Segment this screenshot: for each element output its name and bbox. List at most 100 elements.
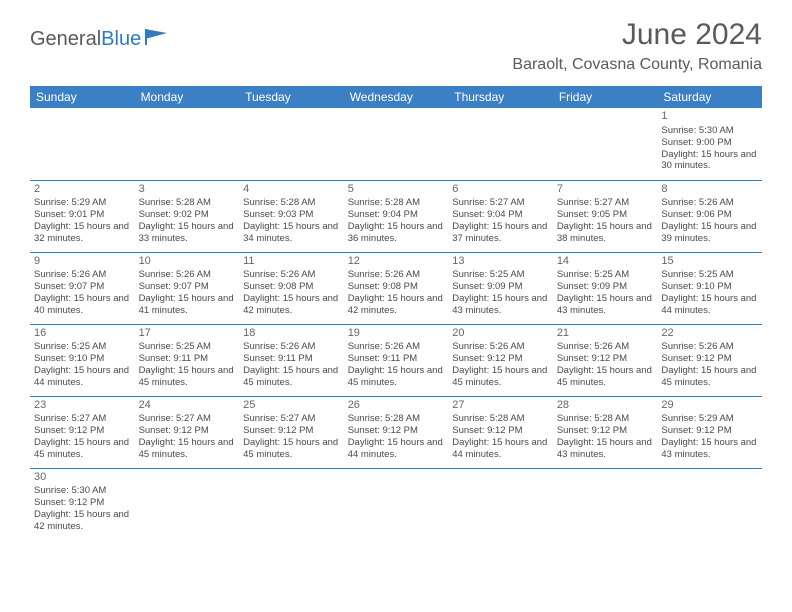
calendar-cell: 12Sunrise: 5:26 AMSunset: 9:08 PMDayligh… bbox=[344, 252, 449, 324]
calendar-cell: 19Sunrise: 5:26 AMSunset: 9:11 PMDayligh… bbox=[344, 324, 449, 396]
daylight-line: Daylight: 15 hours and 45 minutes. bbox=[557, 365, 654, 389]
day-number: 20 bbox=[452, 327, 549, 341]
daylight-line: Daylight: 15 hours and 44 minutes. bbox=[452, 437, 549, 461]
sunrise-line: Sunrise: 5:30 AM bbox=[661, 125, 758, 137]
sunrise-line: Sunrise: 5:27 AM bbox=[452, 197, 549, 209]
sunrise-line: Sunrise: 5:28 AM bbox=[243, 197, 340, 209]
day-number: 1 bbox=[661, 110, 758, 124]
calendar-cell: 6Sunrise: 5:27 AMSunset: 9:04 PMDaylight… bbox=[448, 180, 553, 252]
day-number: 22 bbox=[661, 327, 758, 341]
day-number: 5 bbox=[348, 183, 445, 197]
calendar-row: 9Sunrise: 5:26 AMSunset: 9:07 PMDaylight… bbox=[30, 252, 762, 324]
sunset-line: Sunset: 9:03 PM bbox=[243, 209, 340, 221]
calendar-cell bbox=[344, 468, 449, 540]
sunrise-line: Sunrise: 5:27 AM bbox=[139, 413, 236, 425]
daylight-line: Daylight: 15 hours and 45 minutes. bbox=[243, 365, 340, 389]
sunrise-line: Sunrise: 5:26 AM bbox=[139, 269, 236, 281]
sunset-line: Sunset: 9:00 PM bbox=[661, 137, 758, 149]
calendar-cell: 5Sunrise: 5:28 AMSunset: 9:04 PMDaylight… bbox=[344, 180, 449, 252]
calendar-cell bbox=[448, 108, 553, 180]
sunset-line: Sunset: 9:12 PM bbox=[661, 353, 758, 365]
sunset-line: Sunset: 9:11 PM bbox=[348, 353, 445, 365]
sunrise-line: Sunrise: 5:26 AM bbox=[243, 341, 340, 353]
sunset-line: Sunset: 9:12 PM bbox=[34, 497, 131, 509]
calendar-cell bbox=[239, 108, 344, 180]
calendar-cell: 15Sunrise: 5:25 AMSunset: 9:10 PMDayligh… bbox=[657, 252, 762, 324]
calendar-row: 16Sunrise: 5:25 AMSunset: 9:10 PMDayligh… bbox=[30, 324, 762, 396]
sunrise-line: Sunrise: 5:28 AM bbox=[557, 413, 654, 425]
calendar-cell bbox=[239, 468, 344, 540]
sunset-line: Sunset: 9:12 PM bbox=[34, 425, 131, 437]
daylight-line: Daylight: 15 hours and 45 minutes. bbox=[34, 437, 131, 461]
page-title: June 2024 bbox=[512, 18, 762, 52]
day-number: 28 bbox=[557, 399, 654, 413]
day-number: 3 bbox=[139, 183, 236, 197]
calendar-cell bbox=[135, 468, 240, 540]
daylight-line: Daylight: 15 hours and 42 minutes. bbox=[34, 509, 131, 533]
sunrise-line: Sunrise: 5:25 AM bbox=[661, 269, 758, 281]
day-number: 14 bbox=[557, 255, 654, 269]
daylight-line: Daylight: 15 hours and 45 minutes. bbox=[139, 437, 236, 461]
calendar-row: 23Sunrise: 5:27 AMSunset: 9:12 PMDayligh… bbox=[30, 396, 762, 468]
calendar-cell: 10Sunrise: 5:26 AMSunset: 9:07 PMDayligh… bbox=[135, 252, 240, 324]
weekday-header: Tuesday bbox=[239, 86, 344, 108]
sunrise-line: Sunrise: 5:28 AM bbox=[348, 197, 445, 209]
sunrise-line: Sunrise: 5:29 AM bbox=[661, 413, 758, 425]
sunrise-line: Sunrise: 5:28 AM bbox=[139, 197, 236, 209]
day-number: 30 bbox=[34, 471, 131, 485]
calendar-cell: 11Sunrise: 5:26 AMSunset: 9:08 PMDayligh… bbox=[239, 252, 344, 324]
calendar-cell: 30Sunrise: 5:30 AMSunset: 9:12 PMDayligh… bbox=[30, 468, 135, 540]
daylight-line: Daylight: 15 hours and 45 minutes. bbox=[661, 365, 758, 389]
sunset-line: Sunset: 9:02 PM bbox=[139, 209, 236, 221]
sunset-line: Sunset: 9:04 PM bbox=[348, 209, 445, 221]
day-number: 2 bbox=[34, 183, 131, 197]
daylight-line: Daylight: 15 hours and 43 minutes. bbox=[661, 437, 758, 461]
calendar-cell bbox=[553, 108, 658, 180]
calendar-cell: 26Sunrise: 5:28 AMSunset: 9:12 PMDayligh… bbox=[344, 396, 449, 468]
day-number: 11 bbox=[243, 255, 340, 269]
weekday-header: Saturday bbox=[657, 86, 762, 108]
daylight-line: Daylight: 15 hours and 43 minutes. bbox=[557, 437, 654, 461]
sunrise-line: Sunrise: 5:26 AM bbox=[348, 269, 445, 281]
sunset-line: Sunset: 9:10 PM bbox=[661, 281, 758, 293]
day-number: 19 bbox=[348, 327, 445, 341]
day-number: 9 bbox=[34, 255, 131, 269]
weekday-header: Friday bbox=[553, 86, 658, 108]
calendar-cell: 3Sunrise: 5:28 AMSunset: 9:02 PMDaylight… bbox=[135, 180, 240, 252]
calendar-cell: 2Sunrise: 5:29 AMSunset: 9:01 PMDaylight… bbox=[30, 180, 135, 252]
sunset-line: Sunset: 9:01 PM bbox=[34, 209, 131, 221]
weekday-header: Sunday bbox=[30, 86, 135, 108]
daylight-line: Daylight: 15 hours and 38 minutes. bbox=[557, 221, 654, 245]
sunrise-line: Sunrise: 5:26 AM bbox=[557, 341, 654, 353]
calendar-body: 1Sunrise: 5:30 AMSunset: 9:00 PMDaylight… bbox=[30, 108, 762, 540]
calendar-cell: 4Sunrise: 5:28 AMSunset: 9:03 PMDaylight… bbox=[239, 180, 344, 252]
calendar-row: 30Sunrise: 5:30 AMSunset: 9:12 PMDayligh… bbox=[30, 468, 762, 540]
calendar-cell: 9Sunrise: 5:26 AMSunset: 9:07 PMDaylight… bbox=[30, 252, 135, 324]
day-number: 24 bbox=[139, 399, 236, 413]
calendar-cell: 29Sunrise: 5:29 AMSunset: 9:12 PMDayligh… bbox=[657, 396, 762, 468]
sunrise-line: Sunrise: 5:27 AM bbox=[557, 197, 654, 209]
sunset-line: Sunset: 9:12 PM bbox=[557, 425, 654, 437]
logo-text-general: General bbox=[30, 28, 101, 51]
day-number: 8 bbox=[661, 183, 758, 197]
calendar-cell bbox=[135, 108, 240, 180]
daylight-line: Daylight: 15 hours and 32 minutes. bbox=[34, 221, 131, 245]
logo-text-blue: Blue bbox=[101, 28, 141, 51]
daylight-line: Daylight: 15 hours and 44 minutes. bbox=[661, 293, 758, 317]
day-number: 6 bbox=[452, 183, 549, 197]
sunset-line: Sunset: 9:12 PM bbox=[139, 425, 236, 437]
daylight-line: Daylight: 15 hours and 30 minutes. bbox=[661, 149, 758, 173]
calendar-cell: 7Sunrise: 5:27 AMSunset: 9:05 PMDaylight… bbox=[553, 180, 658, 252]
sunrise-line: Sunrise: 5:26 AM bbox=[452, 341, 549, 353]
day-number: 26 bbox=[348, 399, 445, 413]
calendar-cell: 28Sunrise: 5:28 AMSunset: 9:12 PMDayligh… bbox=[553, 396, 658, 468]
calendar-cell: 20Sunrise: 5:26 AMSunset: 9:12 PMDayligh… bbox=[448, 324, 553, 396]
daylight-line: Daylight: 15 hours and 34 minutes. bbox=[243, 221, 340, 245]
sunrise-line: Sunrise: 5:27 AM bbox=[34, 413, 131, 425]
calendar-cell: 16Sunrise: 5:25 AMSunset: 9:10 PMDayligh… bbox=[30, 324, 135, 396]
day-number: 18 bbox=[243, 327, 340, 341]
calendar-cell: 22Sunrise: 5:26 AMSunset: 9:12 PMDayligh… bbox=[657, 324, 762, 396]
sunset-line: Sunset: 9:11 PM bbox=[243, 353, 340, 365]
weekday-header: Wednesday bbox=[344, 86, 449, 108]
calendar-cell: 8Sunrise: 5:26 AMSunset: 9:06 PMDaylight… bbox=[657, 180, 762, 252]
